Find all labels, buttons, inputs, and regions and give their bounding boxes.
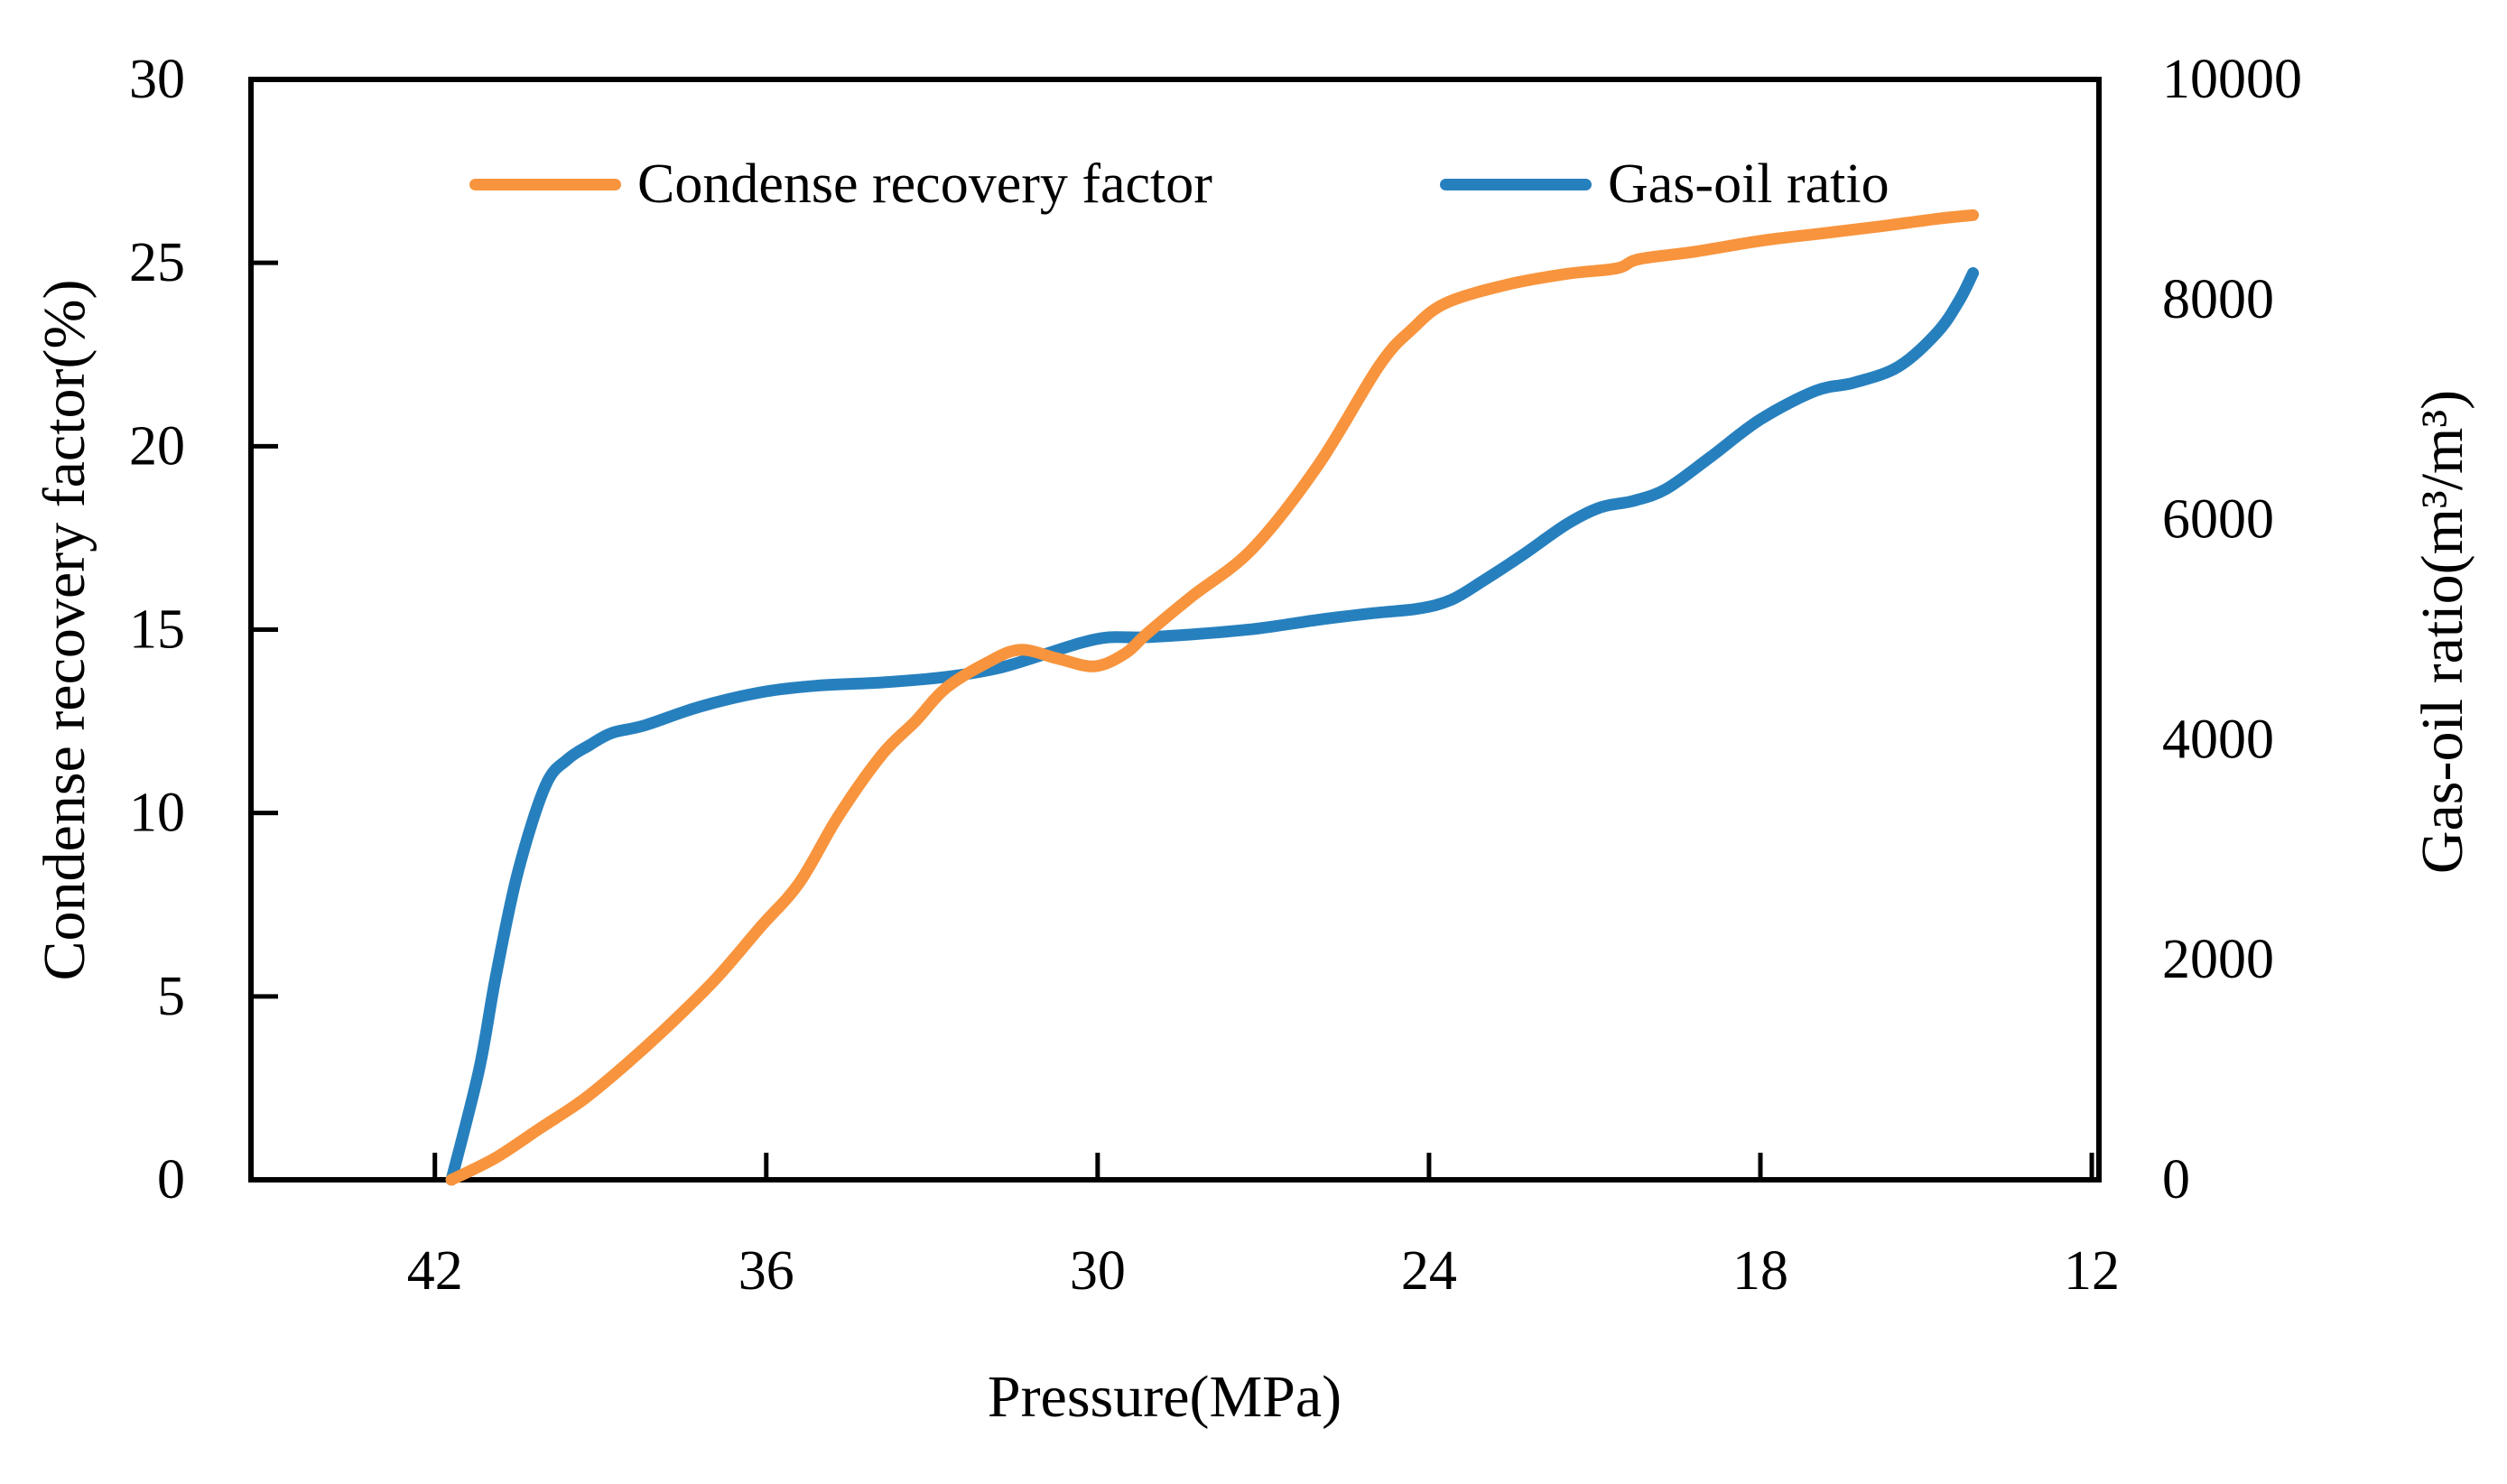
x-tick-label: 42 [407,1240,463,1302]
x-tick-label: 18 [1732,1240,1788,1302]
y-left-tick-label: 10 [129,783,185,844]
x-tick-label: 30 [1070,1240,1126,1302]
legend-item-gas-oil-ratio: Gas-oil ratio [1440,156,1890,212]
series-line-gas-oil-ratio [445,267,1980,1186]
legend-label: Condense recovery factor [637,153,1212,215]
y-right-tick-label: 8000 [2162,269,2274,330]
y-left-tick-label: 20 [129,415,185,477]
x-tick-label: 24 [1401,1240,1457,1302]
legend-item-condense-recovery-factor: Condense recovery factor [469,156,1212,212]
plot-border [248,77,2102,1183]
y-left-tick-label: 5 [157,966,185,1027]
y-right-axis-title: Gas-oil ratio(m³/m³) [2410,389,2475,875]
legend-line-sample-blue [1440,178,1592,190]
y-left-tick-label: 30 [129,49,185,110]
legend-label: Gas-oil ratio [1608,153,1890,215]
y-left-axis-title: Condense recovery factor(%) [32,279,97,981]
y-right-tick-label: 6000 [2162,489,2274,551]
y-left-tick-label: 15 [129,599,185,661]
y-left-tick-label: 25 [129,232,185,293]
x-tick-label: 36 [738,1240,794,1302]
y-right-tick-label: 2000 [2162,929,2274,990]
series-line-condense-recovery-factor [445,209,1980,1186]
y-right-tick-label: 0 [2162,1149,2190,1210]
x-tick-label: 12 [2064,1240,2120,1302]
y-left-tick-label: 0 [157,1149,185,1210]
legend-line-sample-orange [469,178,621,190]
y-right-tick-label: 10000 [2162,49,2302,110]
y-right-tick-label: 4000 [2162,709,2274,770]
x-axis-title: Pressure(MPa) [987,1364,1342,1430]
